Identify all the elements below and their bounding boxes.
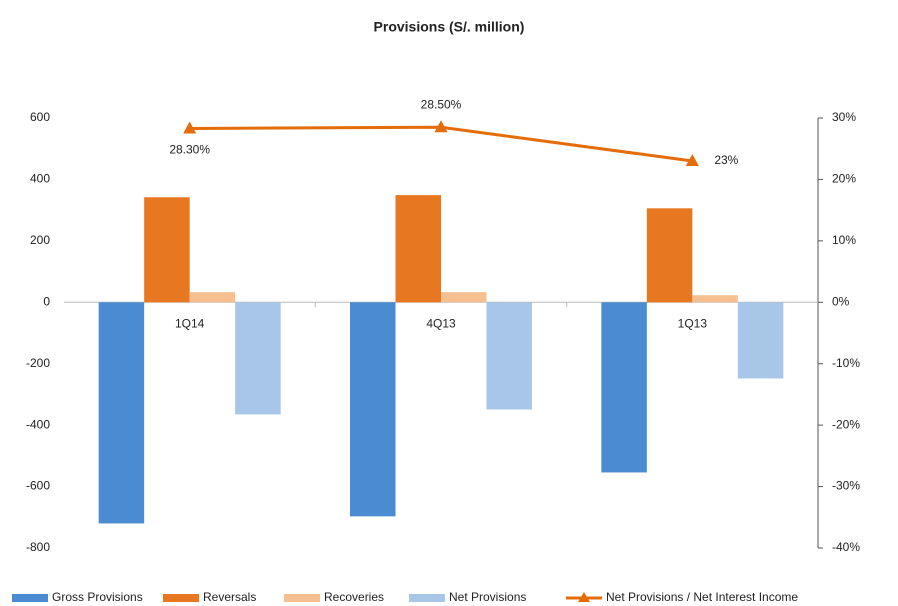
legend-label: Net Provisions bbox=[449, 590, 526, 604]
bar bbox=[98, 302, 145, 524]
data-label: 28.50% bbox=[421, 97, 462, 111]
y-tick-label: 200 bbox=[30, 233, 50, 247]
y2-tick-label: 0% bbox=[832, 294, 850, 308]
x-tick-label: 4Q13 bbox=[426, 316, 456, 330]
bar bbox=[350, 302, 396, 517]
y2-tick-label: -40% bbox=[832, 540, 860, 554]
bar bbox=[441, 292, 487, 303]
y-tick-label: -600 bbox=[26, 479, 50, 493]
y2-tick-label: -30% bbox=[832, 479, 860, 493]
line-marker bbox=[183, 121, 197, 134]
legend-marker bbox=[578, 592, 590, 602]
bar bbox=[486, 302, 532, 410]
data-label: 28.30% bbox=[169, 143, 210, 157]
y-tick-label: 0 bbox=[43, 294, 50, 308]
bar bbox=[144, 197, 190, 303]
line bbox=[189, 125, 693, 163]
y-tick-label: -800 bbox=[26, 540, 50, 554]
y-tick-label: -200 bbox=[26, 356, 50, 370]
legend-swatch bbox=[163, 594, 199, 602]
chart-title: Provisions (S/. million) bbox=[374, 19, 525, 35]
bar bbox=[235, 302, 281, 415]
x-tick-label: 1Q13 bbox=[678, 316, 708, 330]
legend-swatch bbox=[284, 594, 320, 602]
y2-tick-label: 20% bbox=[832, 172, 856, 186]
legend-label: Net Provisions / Net Interest Income bbox=[606, 590, 798, 604]
bar bbox=[692, 295, 738, 303]
bar bbox=[646, 208, 693, 303]
bar bbox=[395, 195, 441, 303]
line-marker bbox=[434, 120, 448, 133]
legend-label: Reversals bbox=[203, 590, 256, 604]
y2-tick-label: 30% bbox=[832, 110, 856, 124]
x-tick-label: 1Q14 bbox=[175, 316, 205, 330]
y-tick-label: 400 bbox=[30, 172, 50, 186]
bar bbox=[189, 292, 236, 303]
bar bbox=[601, 302, 647, 473]
bar bbox=[737, 302, 784, 379]
legend-swatch bbox=[409, 594, 445, 602]
legend-label: Recoveries bbox=[324, 590, 384, 604]
legend-label: Gross Provisions bbox=[52, 590, 143, 604]
y2-tick-label: -20% bbox=[832, 417, 860, 431]
y2-tick-label: 10% bbox=[832, 233, 856, 247]
y2-tick-label: -10% bbox=[832, 356, 860, 370]
data-label: 23% bbox=[714, 153, 738, 167]
y-tick-label: -400 bbox=[26, 417, 50, 431]
y-tick-label: 600 bbox=[30, 110, 50, 124]
line-marker bbox=[685, 154, 699, 166]
legend-swatch bbox=[12, 594, 48, 602]
